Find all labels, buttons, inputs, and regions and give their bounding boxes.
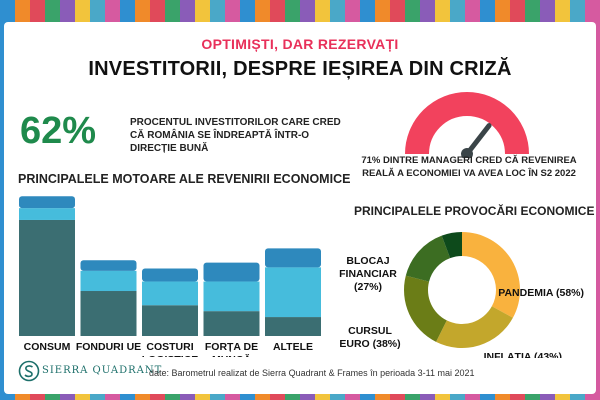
bar-segment (203, 262, 260, 282)
donut-slice-label: EURO (38%) (339, 338, 400, 350)
donut-slice-label: INFLAȚIA (43%) (484, 351, 562, 358)
page-title: INVESTITORII, DESPRE IEȘIREA DIN CRIZĂ (88, 58, 512, 80)
bar-segment (203, 281, 260, 312)
bar-segment (19, 196, 75, 209)
bar-category-label: FORȚA DE (205, 341, 258, 353)
bar-segment (265, 317, 321, 336)
bar-chart: CONSUM FONDURI UE COSTURILOGISTICE FORȚA DE… (19, 196, 321, 357)
bar-segment (142, 281, 198, 306)
bar-segment (19, 208, 75, 220)
bar-segment (80, 291, 137, 336)
bar-segment (203, 311, 260, 336)
bar-segment (80, 260, 137, 271)
bar-category-label: CONSUM (24, 341, 71, 353)
donut-slice-label: BLOCAJ (346, 255, 389, 267)
gauge-caption: 71% DINTRE MANAGERI CRED CĂ REVENIREA RE… (361, 155, 577, 179)
big-stat-description: PROCENTUL INVESTITORILOR CARE CRED CĂ RO… (130, 117, 341, 154)
donut-slice-label: PANDEMIA (58%) (498, 287, 584, 299)
bar-chart-title: PRINCIPALELE MOTOARE ALE REVENIRII ECONO… (18, 172, 351, 186)
donut-chart-title: PRINCIPALELE PROVOCĂRI ECONOMICE (354, 204, 595, 218)
bar-segment (265, 248, 321, 268)
bar-segment (142, 268, 198, 282)
logo-text: SIERRA QUADRANT (42, 365, 163, 376)
bar-segment (80, 270, 137, 292)
source-note: date: Barometrul realizat de Sierra Quad… (149, 368, 475, 378)
donut-slice-label: FINANCIAR (339, 268, 397, 280)
gauge (405, 92, 529, 158)
kicker-text: OPTIMIȘTI, DAR REZERVAȚI (201, 36, 399, 52)
bar-segment (19, 219, 75, 336)
gauge-hub (461, 148, 473, 158)
bar-segment (142, 305, 198, 336)
donut-slice-label: (27%) (354, 281, 382, 293)
bar-category-label: COSTURI (146, 341, 193, 353)
bar-segment (265, 267, 321, 318)
donut-slice (441, 232, 462, 259)
bar-category-label: MUNCĂ (212, 353, 251, 357)
bar-category-label: LOGISTICE (142, 354, 199, 357)
big-stat-value: 62% (20, 110, 97, 152)
gauge-arc (405, 92, 529, 155)
donut-slice (462, 232, 520, 318)
donut-slice (404, 275, 447, 342)
bar-category-label: FONDURI UE (76, 341, 141, 353)
donut-slice (436, 306, 513, 348)
bar-category-label: ALTELE (273, 341, 313, 353)
sierra-quadrant-logo (18, 360, 40, 382)
infographic-card: OPTIMIȘTI, DAR REZERVAȚI INVESTITORII, D… (4, 22, 596, 394)
donut-slice-label: CURSUL (348, 325, 392, 337)
donut-slice (405, 235, 451, 282)
